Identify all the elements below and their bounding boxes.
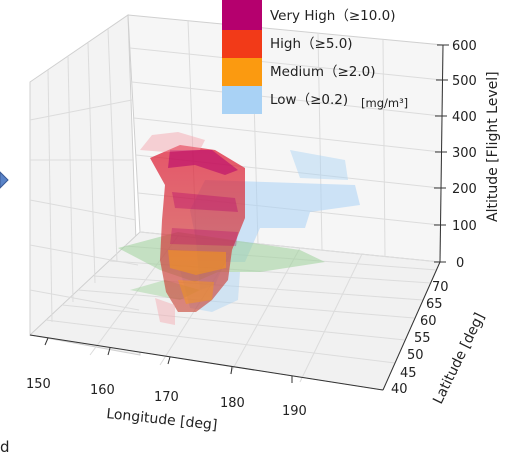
y-tick-labels: 40 45 50 55 60 65 70 — [391, 280, 449, 397]
grid-line — [29, 199, 137, 221]
legend-unit-label: [mg/m³] — [361, 96, 408, 110]
low-concentration-region — [290, 150, 348, 180]
z-tick-label: 100 — [452, 219, 477, 234]
grid-line — [87, 42, 96, 284]
y-tick-label: 55 — [414, 331, 431, 346]
legend-swatch-very-high — [222, 0, 262, 30]
z-tick-label: 600 — [452, 39, 477, 54]
grid-line — [29, 289, 140, 311]
x-tick-label: 190 — [282, 404, 307, 419]
medium-concentration-region — [168, 250, 226, 275]
legend-swatch-low — [222, 86, 262, 114]
footer-fragment: d — [0, 438, 10, 455]
x-tick-label: 170 — [154, 390, 179, 405]
plume-halo — [155, 298, 175, 325]
x-tick-mark — [44, 337, 49, 346]
y-tick-label: 45 — [400, 366, 417, 381]
legend-label-high: High（≥5.0) — [270, 36, 353, 52]
x-tick-label: 160 — [90, 383, 115, 398]
legend-label-very-high: Very High（≥10.0) — [270, 8, 396, 24]
legend-label-low: Low（≥0.2) — [270, 92, 348, 108]
legend: Very High（≥10.0) High（≥5.0) Medium（≥2.0)… — [222, 0, 408, 114]
very-high-core — [172, 192, 238, 212]
grid-line — [77, 289, 415, 319]
x-tick-mark — [230, 366, 233, 375]
x-tick-mark — [107, 347, 111, 356]
grid-line — [61, 304, 406, 341]
y-axis-label: Latitude [deg] — [430, 310, 488, 406]
y-tick-label: 50 — [407, 348, 424, 363]
diamond-marker-icon — [0, 171, 9, 189]
grid-line — [129, 47, 443, 81]
x-tick-labels: 150 160 170 180 190 — [26, 377, 307, 419]
medium-concentration-region — [178, 280, 214, 304]
y-tick-label: 70 — [432, 280, 449, 295]
z-tick-label: 400 — [452, 110, 477, 125]
plume-volume — [118, 132, 360, 325]
x-axis-label: Longitude [deg] — [106, 406, 218, 434]
grid-line — [45, 319, 396, 364]
y-axis-line — [382, 261, 441, 391]
plume-halo — [140, 132, 205, 152]
grid-line — [93, 275, 424, 301]
tick-marks — [44, 44, 449, 383]
y-tick-label: 40 — [391, 382, 408, 397]
grid-line — [299, 253, 363, 383]
legend-swatch-high — [222, 30, 262, 58]
y-tick-label: 65 — [426, 297, 443, 312]
z-axis-label: Altitude [Flight Level] — [485, 71, 501, 222]
grid-line — [317, 32, 323, 251]
x-tick-label: 180 — [220, 396, 245, 411]
grid-line — [133, 117, 442, 153]
z-tick-labels: 0 100 200 300 400 500 600 — [452, 39, 477, 271]
x-tick-mark — [167, 356, 171, 365]
grid-line — [29, 99, 133, 121]
very-high-core — [168, 150, 238, 175]
very-high-core — [170, 228, 238, 246]
x-axis-line — [29, 334, 384, 391]
x-tick-label: 150 — [26, 377, 51, 392]
legend-label-medium: Medium（≥2.0) — [270, 64, 376, 80]
grid-line — [107, 28, 118, 263]
high-concentration-column — [150, 145, 245, 312]
grid-line — [382, 39, 386, 258]
z-tick-label: 300 — [452, 146, 477, 161]
grid-line — [47, 69, 53, 323]
z-tick-label: 500 — [452, 74, 477, 89]
z-tick-label: 200 — [452, 182, 477, 197]
grid-line — [67, 55, 74, 303]
legend-swatch-medium — [222, 58, 262, 86]
y-tick-label: 60 — [420, 314, 437, 329]
axis-lines — [29, 44, 444, 391]
grid-line — [229, 247, 301, 375]
z-axis-line — [439, 44, 444, 263]
grid-line — [131, 81, 442, 117]
z-tick-label: 0 — [456, 256, 464, 271]
